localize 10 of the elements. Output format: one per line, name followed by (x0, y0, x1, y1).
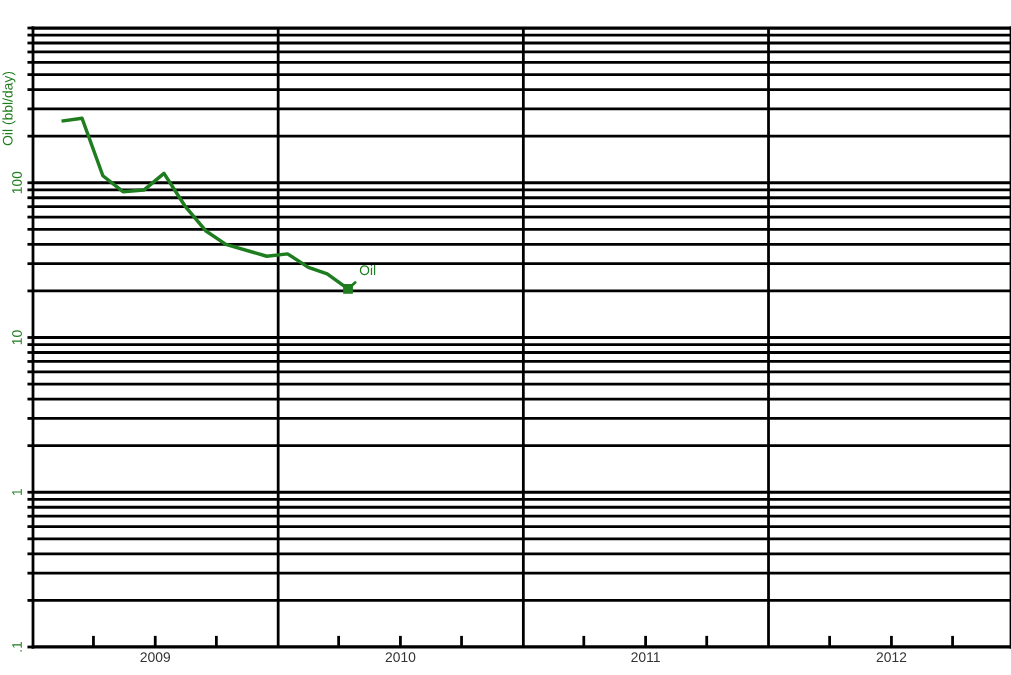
x-tick-label: 2009 (140, 652, 171, 663)
y-tick-label: 1 (12, 489, 22, 496)
x-tick-label: 2010 (385, 652, 416, 663)
y-tick-label: 10 (12, 330, 22, 345)
annotation: Oil (359, 264, 376, 276)
y-axis-title: Oil (bbl/day) (2, 71, 16, 146)
x-tick-label: 2011 (631, 652, 660, 663)
x-tick-label: 2012 (876, 652, 907, 663)
y-tick-label: 100 (12, 171, 22, 194)
y-tick-label: .1 (12, 641, 22, 652)
